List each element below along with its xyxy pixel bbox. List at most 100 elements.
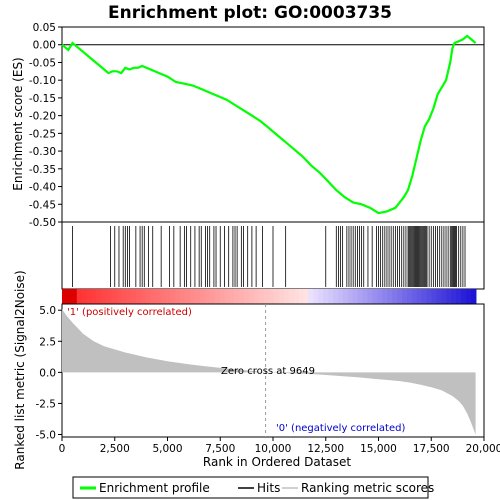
es-y-label: Enrichment score (ES) — [11, 57, 25, 190]
color-bar-segment — [466, 289, 472, 304]
ranking-metric-area — [62, 309, 476, 435]
positive-correlation-label: '1' (positively correlated) — [67, 307, 192, 318]
color-bar-segment — [288, 289, 295, 304]
chart-title: Enrichment plot: GO:0003735 — [108, 3, 392, 23]
x-tick-label: 20,000 — [466, 443, 500, 455]
color-bar-segment — [71, 289, 78, 304]
color-bar-segment — [392, 289, 398, 304]
color-bar-segment — [150, 289, 157, 304]
color-bar-segment — [431, 289, 438, 304]
legend-hits-label: Hits — [257, 481, 280, 495]
color-bar-segment — [273, 289, 280, 304]
es-y-tick-label: 0.00 — [33, 40, 56, 52]
color-bar-segment — [352, 289, 359, 304]
legend-metric-label: Ranking metric scores — [301, 481, 434, 495]
color-bar-segment — [96, 289, 102, 304]
metric-y-label: Ranked list metric (Signal2Noise) — [13, 270, 27, 469]
color-bar-segment — [377, 289, 383, 304]
color-bar-segment — [145, 289, 152, 304]
x-axis-label: Rank in Ordered Dataset — [203, 455, 351, 469]
metric-y-tick-label: 0.0 — [39, 367, 56, 379]
x-tick-label: 0 — [59, 443, 66, 455]
es-y-tick-label: -0.30 — [29, 146, 56, 158]
es-y-tick-label: -0.45 — [29, 199, 56, 211]
color-bar-segment — [135, 289, 142, 304]
color-bar-segment — [406, 289, 413, 304]
color-bar-segment — [91, 289, 98, 304]
color-bar-segment — [81, 289, 88, 304]
color-bar-segment — [126, 289, 132, 304]
color-bar-segment — [165, 289, 171, 304]
color-bar-segment — [190, 289, 196, 304]
color-bar-segment — [62, 289, 68, 304]
color-bar-segment — [121, 289, 127, 304]
color-bar-segment — [367, 289, 373, 304]
color-bar-segment — [387, 289, 393, 304]
rank-color-bar — [62, 289, 477, 304]
x-tick-label: 15,000 — [360, 443, 397, 455]
es-y-tick-label: -0.05 — [29, 57, 56, 69]
color-bar-segment — [130, 289, 137, 304]
color-bar-segment — [402, 289, 408, 304]
color-bar-segment — [106, 289, 112, 304]
color-bar-segment — [411, 289, 418, 304]
color-bar-segment — [333, 289, 339, 304]
color-bar-segment — [244, 289, 250, 304]
es-y-tick-label: -0.50 — [29, 217, 56, 229]
color-bar-segment — [278, 289, 285, 304]
x-axis: 0 2,500 5,000 7,500 10,000 12,500 15,000 17,500… — [59, 437, 500, 455]
color-bar-segment — [308, 289, 314, 304]
color-bar-segment — [347, 289, 354, 304]
x-tick-label: 10,000 — [255, 443, 292, 455]
color-bar-segment — [140, 289, 147, 304]
color-bar-segment — [303, 289, 309, 304]
color-bar-segment — [456, 289, 462, 304]
color-bar-segment — [170, 289, 176, 304]
metric-y-tick-label: -5.0 — [36, 430, 57, 442]
es-y-tick-label: -0.15 — [29, 93, 56, 105]
color-bar-segment — [298, 289, 304, 304]
x-tick-label: 17,500 — [413, 443, 450, 455]
color-bar-segment — [155, 289, 162, 304]
color-bar-segment — [461, 289, 467, 304]
x-tick-label: 12,500 — [307, 443, 344, 455]
color-bar-segment — [323, 289, 329, 304]
color-bar-segment — [86, 289, 93, 304]
color-bar-segment — [328, 289, 334, 304]
color-bar-segment — [337, 289, 344, 304]
legend-profile-label: Enrichment profile — [99, 481, 210, 495]
color-bar-segment — [180, 289, 186, 304]
color-bar-segment — [382, 289, 388, 304]
color-bar-segment — [195, 289, 201, 304]
color-bar-segment — [421, 289, 428, 304]
color-bar-segment — [209, 289, 216, 304]
color-bar-segment — [416, 289, 423, 304]
x-tick-label: 5,000 — [152, 443, 182, 455]
x-tick-label: 2,500 — [100, 443, 130, 455]
color-bar-segment — [471, 289, 477, 304]
color-bar-segment — [234, 289, 240, 304]
color-bar-segment — [214, 289, 221, 304]
metric-y-tick-label: 5.0 — [39, 305, 56, 317]
color-bar-segment — [204, 289, 211, 304]
color-bar-segment — [219, 289, 226, 304]
enrichment-profile-line — [61, 34, 477, 215]
color-bar-segment — [397, 289, 403, 304]
color-bar-segment — [185, 289, 191, 304]
color-bar-segment — [313, 289, 319, 304]
metric-y-tick-label: -2.5 — [36, 398, 57, 410]
color-bar-segment — [446, 289, 452, 304]
metric-y-tick-label: 2.5 — [39, 336, 56, 348]
color-bar-segment — [259, 289, 265, 304]
x-tick-label: 7,500 — [205, 443, 235, 455]
es-y-tick-label: -0.35 — [29, 164, 56, 176]
color-bar-segment — [451, 289, 457, 304]
legend: Enrichment profile Hits Ranking metric s… — [72, 476, 434, 499]
color-bar-segment — [436, 289, 442, 304]
color-bar-segment — [342, 289, 349, 304]
color-bar-segment — [160, 289, 167, 304]
color-bar-segment — [66, 289, 73, 304]
color-bar-segment — [357, 289, 364, 304]
ranked-metric-panel: 5.0 2.5 0.0 -2.5 -5.0 '1' (positively correl… — [13, 270, 485, 470]
